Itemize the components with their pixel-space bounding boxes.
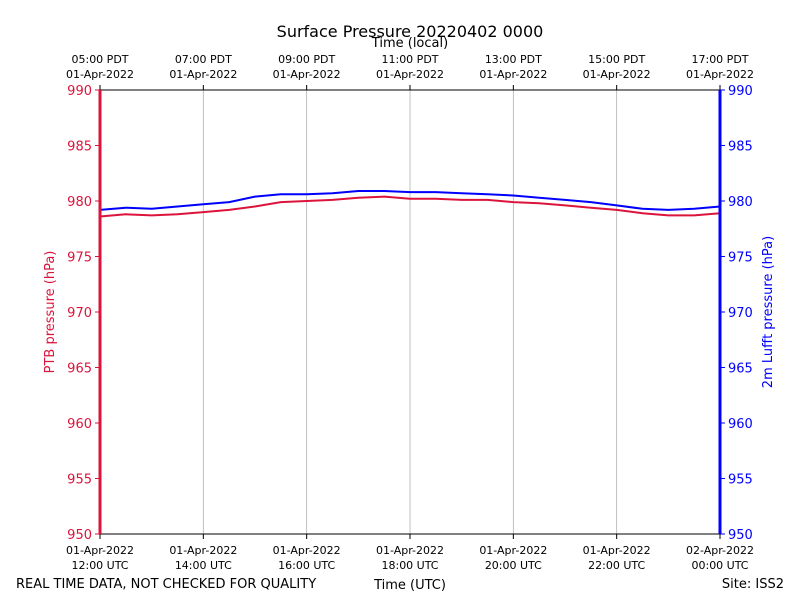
top-tick-date: 01-Apr-2022 <box>479 68 547 81</box>
left-tick-label: 985 <box>67 140 92 155</box>
right-tick-label: 970 <box>728 306 753 321</box>
top-tick-date: 01-Apr-2022 <box>686 68 754 81</box>
top-tick-time: 17:00 PDT <box>691 53 748 66</box>
bottom-tick-time: 00:00 UTC <box>691 559 748 572</box>
right-tick-label: 975 <box>728 251 753 266</box>
left-tick-label: 955 <box>67 473 92 488</box>
bottom-tick-date: 01-Apr-2022 <box>479 544 547 557</box>
lufft-pressure-line <box>99 190 721 211</box>
bottom-tick-date: 01-Apr-2022 <box>583 544 651 557</box>
x-axis-ticks: 01-Apr-2022 12:00 UTC 05:00 PDT 01-Apr-2022… <box>66 53 754 572</box>
top-tick-time: 13:00 PDT <box>485 53 542 66</box>
top-axis-label: Time (local) <box>371 36 448 51</box>
bottom-tick-time: 22:00 UTC <box>588 559 645 572</box>
top-tick-time: 15:00 PDT <box>588 53 645 66</box>
top-tick-time: 07:00 PDT <box>175 53 232 66</box>
bottom-tick-date: 01-Apr-2022 <box>273 544 341 557</box>
left-tick-label: 975 <box>67 251 92 266</box>
left-tick-label: 990 <box>67 84 92 99</box>
bottom-tick-time: 18:00 UTC <box>381 559 438 572</box>
left-tick-label: 970 <box>67 306 92 321</box>
top-tick-time: 11:00 PDT <box>381 53 438 66</box>
y-axis-ticks: 950 950 955 955 960 960 965 965 970 970 975 975 980 9… <box>67 84 753 543</box>
right-tick-label: 950 <box>728 528 753 543</box>
right-tick-label: 990 <box>728 84 753 99</box>
data-series <box>99 190 721 218</box>
top-tick-date: 01-Apr-2022 <box>273 68 341 81</box>
top-tick-date: 01-Apr-2022 <box>66 68 134 81</box>
top-tick-date: 01-Apr-2022 <box>169 68 237 81</box>
right-tick-label: 965 <box>728 362 753 377</box>
bottom-tick-time: 14:00 UTC <box>175 559 232 572</box>
bottom-tick-date: 01-Apr-2022 <box>169 544 237 557</box>
x-gridlines <box>202 90 618 534</box>
left-tick-label: 950 <box>67 528 92 543</box>
x-axis-label: Time (UTC) <box>373 578 446 593</box>
y-axis-label-right: 2m Lufft pressure (hPa) <box>761 236 776 388</box>
bottom-tick-date: 01-Apr-2022 <box>376 544 444 557</box>
top-tick-date: 01-Apr-2022 <box>583 68 651 81</box>
left-tick-label: 960 <box>67 417 92 432</box>
bottom-tick-date: 02-Apr-2022 <box>686 544 754 557</box>
bottom-tick-date: 01-Apr-2022 <box>66 544 134 557</box>
right-tick-label: 985 <box>728 140 753 155</box>
chart-title: Surface Pressure 20220402 0000 <box>277 22 544 41</box>
quality-disclaimer: REAL TIME DATA, NOT CHECKED FOR QUALITY <box>16 577 316 592</box>
left-tick-label: 965 <box>67 362 92 377</box>
bottom-tick-time: 16:00 UTC <box>278 559 335 572</box>
right-tick-label: 960 <box>728 417 753 432</box>
site-label: Site: ISS2 <box>722 577 784 592</box>
ptb-pressure-line <box>99 195 721 218</box>
top-tick-time: 05:00 PDT <box>71 53 128 66</box>
top-tick-time: 09:00 PDT <box>278 53 335 66</box>
bottom-tick-time: 20:00 UTC <box>485 559 542 572</box>
right-tick-label: 955 <box>728 473 753 488</box>
y-axis-label-left: PTB pressure (hPa) <box>43 251 58 374</box>
left-tick-label: 980 <box>67 195 92 210</box>
top-tick-date: 01-Apr-2022 <box>376 68 444 81</box>
bottom-tick-time: 12:00 UTC <box>71 559 128 572</box>
right-tick-label: 980 <box>728 195 753 210</box>
